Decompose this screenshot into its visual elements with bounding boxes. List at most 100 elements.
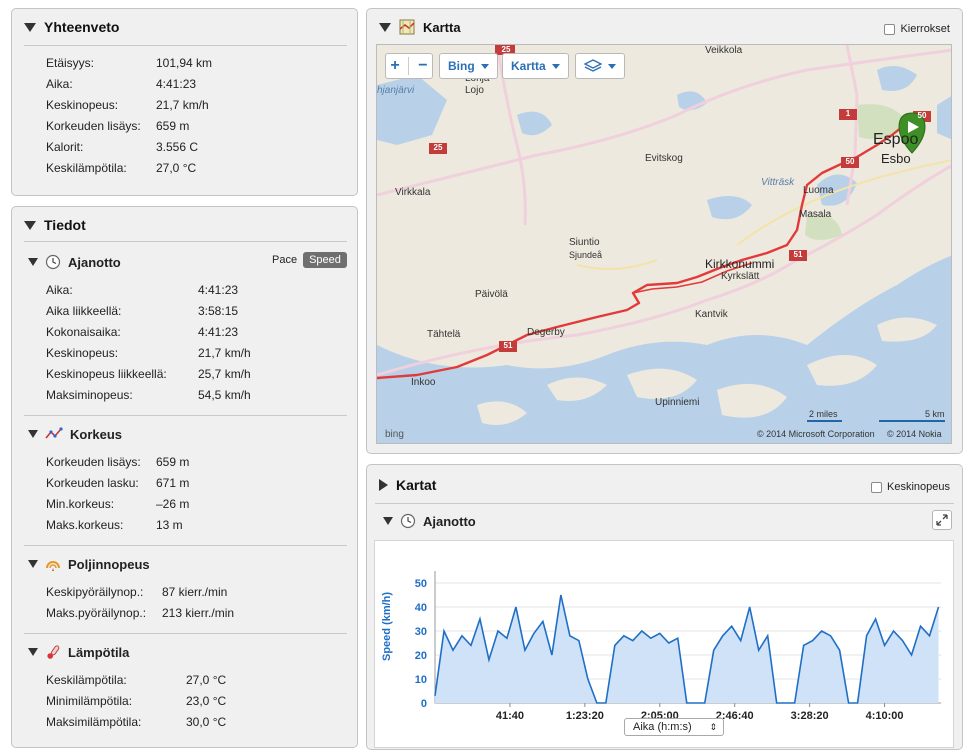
elevation-graph-icon — [45, 426, 63, 442]
x-tick-label: 4:10:00 — [866, 710, 904, 722]
x-tick-label: 1:23:20 — [566, 710, 604, 722]
stat-label: Maks.pyöräilynop.: — [46, 606, 147, 620]
map-provider-label: Bing — [448, 59, 475, 73]
speed-line — [434, 594, 940, 704]
map-place-label: Inkoo — [411, 377, 436, 388]
chevron-down-icon — [608, 63, 616, 69]
stat-value: 213 kierr./min — [162, 606, 235, 620]
stat-value: 21,7 km/h — [198, 346, 251, 360]
stat-label: Keskilämpötila: — [46, 161, 127, 175]
summary-header[interactable]: Yhteenveto — [24, 19, 119, 35]
stat-value: 671 m — [156, 476, 190, 490]
temperature-section-header[interactable]: Lämpötila — [28, 644, 129, 660]
zoom-out-button[interactable]: − — [418, 57, 428, 74]
divider — [375, 503, 954, 504]
timing-section-header[interactable]: Ajanotto — [28, 254, 121, 270]
x-axis-select-label: Aika (h:m:s) — [633, 721, 692, 733]
details-header[interactable]: Tiedot — [24, 217, 86, 233]
map-view-label: Kartta — [511, 59, 546, 73]
map-icon — [399, 19, 415, 35]
road-shield: 25 — [501, 45, 511, 54]
speed-area — [435, 595, 939, 703]
expand-chart-button[interactable] — [932, 510, 952, 530]
stat-label: Keskinopeus: — [46, 98, 119, 112]
stat-value: –26 m — [156, 497, 190, 511]
stat-value: 21,7 km/h — [156, 98, 209, 112]
collapse-triangle-icon[interactable] — [28, 560, 38, 568]
stat-value: 4:41:23 — [198, 325, 239, 339]
collapse-triangle-icon[interactable] — [24, 220, 36, 230]
avg-speed-label: Keskinopeus — [887, 481, 950, 493]
copyright-nokia: © 2014 Nokia — [887, 429, 942, 439]
map-view-dropdown[interactable]: Kartta — [502, 53, 569, 79]
stat-label: Min.korkeus: — [46, 497, 115, 511]
road-shield: 50 — [845, 157, 855, 166]
summary-panel: Yhteenveto Etäisyys: 101,94 km Aika: 4:41:2… — [11, 8, 358, 196]
y-tick-label: 0 — [421, 698, 427, 710]
collapse-triangle-icon[interactable] — [28, 648, 38, 656]
map-layers-dropdown[interactable] — [575, 53, 625, 79]
map-view[interactable]: 25 1 50 25 50 51 51 Veikkola Lohja Lojo … — [376, 44, 952, 444]
x-tick-label: 3:28:20 — [791, 710, 829, 722]
pace-speed-toggle: Pace Speed — [266, 252, 347, 268]
details-panel: Tiedot Ajanotto Pace Speed Aika: 4:41:23 A… — [11, 206, 358, 748]
zoom-control: + − — [385, 53, 433, 79]
stat-label: Keskilämpötila: — [46, 673, 127, 687]
stat-value: 54,5 km/h — [198, 388, 251, 402]
stat-value: 87 kierr./min — [162, 585, 228, 599]
charts-title: Kartat — [396, 477, 437, 493]
divider — [24, 415, 347, 416]
scale-miles: 2 miles — [809, 409, 838, 419]
stat-label: Kalorit: — [46, 140, 84, 154]
collapse-triangle-icon[interactable] — [383, 517, 393, 525]
stat-label: Kokonaisaika: — [46, 325, 121, 339]
collapse-triangle-icon[interactable] — [28, 258, 38, 266]
stat-value: 23,0 °C — [186, 694, 227, 708]
charts-header[interactable]: Kartat — [379, 477, 436, 493]
laps-label: Kierrokset — [900, 23, 950, 35]
chart-timing-header[interactable]: Ajanotto — [383, 513, 476, 529]
x-tick-label: 2:46:40 — [716, 710, 754, 722]
bing-logo: bing — [385, 429, 404, 440]
avg-speed-checkbox-wrap[interactable]: Keskinopeus — [871, 481, 950, 493]
stat-value: 4:41:23 — [156, 77, 197, 91]
stat-label: Maksimilämpötila: — [46, 715, 142, 729]
x-axis-select[interactable]: Aika (h:m:s) ⇕ — [624, 718, 724, 736]
stat-label: Aika: — [46, 283, 73, 297]
stat-label: Maks.korkeus: — [46, 518, 124, 532]
pace-toggle-button[interactable]: Pace — [272, 254, 298, 266]
road-shield: 50 — [917, 111, 927, 120]
y-axis-label: Speed (km/h) — [381, 591, 393, 661]
collapse-triangle-icon[interactable] — [379, 22, 391, 32]
stat-label: Etäisyys: — [46, 56, 95, 70]
map-place-label: Virkkala — [395, 187, 431, 198]
laps-checkbox[interactable] — [884, 23, 896, 35]
map-place-label: Degerby — [527, 327, 565, 338]
elevation-section-header[interactable]: Korkeus — [28, 426, 122, 442]
map-provider-dropdown[interactable]: Bing — [439, 53, 498, 79]
thermometer-icon — [45, 644, 61, 660]
cadence-section-header[interactable]: Poljinnopeus — [28, 556, 150, 572]
stat-value: 4:41:23 — [198, 283, 239, 297]
cadence-icon — [45, 556, 61, 572]
zoom-in-button[interactable]: + — [390, 57, 400, 74]
stat-label: Maksiminopeus: — [46, 388, 133, 402]
map-place-label: Vitträsk — [761, 177, 795, 188]
avg-speed-checkbox[interactable] — [871, 481, 882, 493]
map-header[interactable]: Kartta — [379, 19, 461, 35]
chart-timing-title: Ajanotto — [423, 513, 476, 529]
speed-chart[interactable]: 0 10 20 30 40 50 41:40 1:23:20 2:05:00 2:46:40 3:2… — [374, 540, 954, 748]
stat-label: Keskipyöräilynop.: — [46, 585, 144, 599]
collapse-triangle-icon[interactable] — [24, 22, 36, 32]
timing-title: Ajanotto — [68, 254, 121, 270]
map-place-label: Lojo — [465, 85, 484, 96]
expand-triangle-icon[interactable] — [379, 479, 388, 491]
speed-toggle-button[interactable]: Speed — [303, 252, 347, 268]
y-tick-label: 50 — [415, 578, 427, 590]
map-place-label: Esbo — [881, 151, 911, 166]
x-tick-label: 41:40 — [496, 710, 524, 722]
collapse-triangle-icon[interactable] — [28, 430, 38, 438]
copyright-microsoft: © 2014 Microsoft Corporation — [757, 429, 875, 439]
stat-value: 13 m — [156, 518, 183, 532]
laps-checkbox-wrap[interactable]: Kierrokset — [884, 23, 950, 35]
